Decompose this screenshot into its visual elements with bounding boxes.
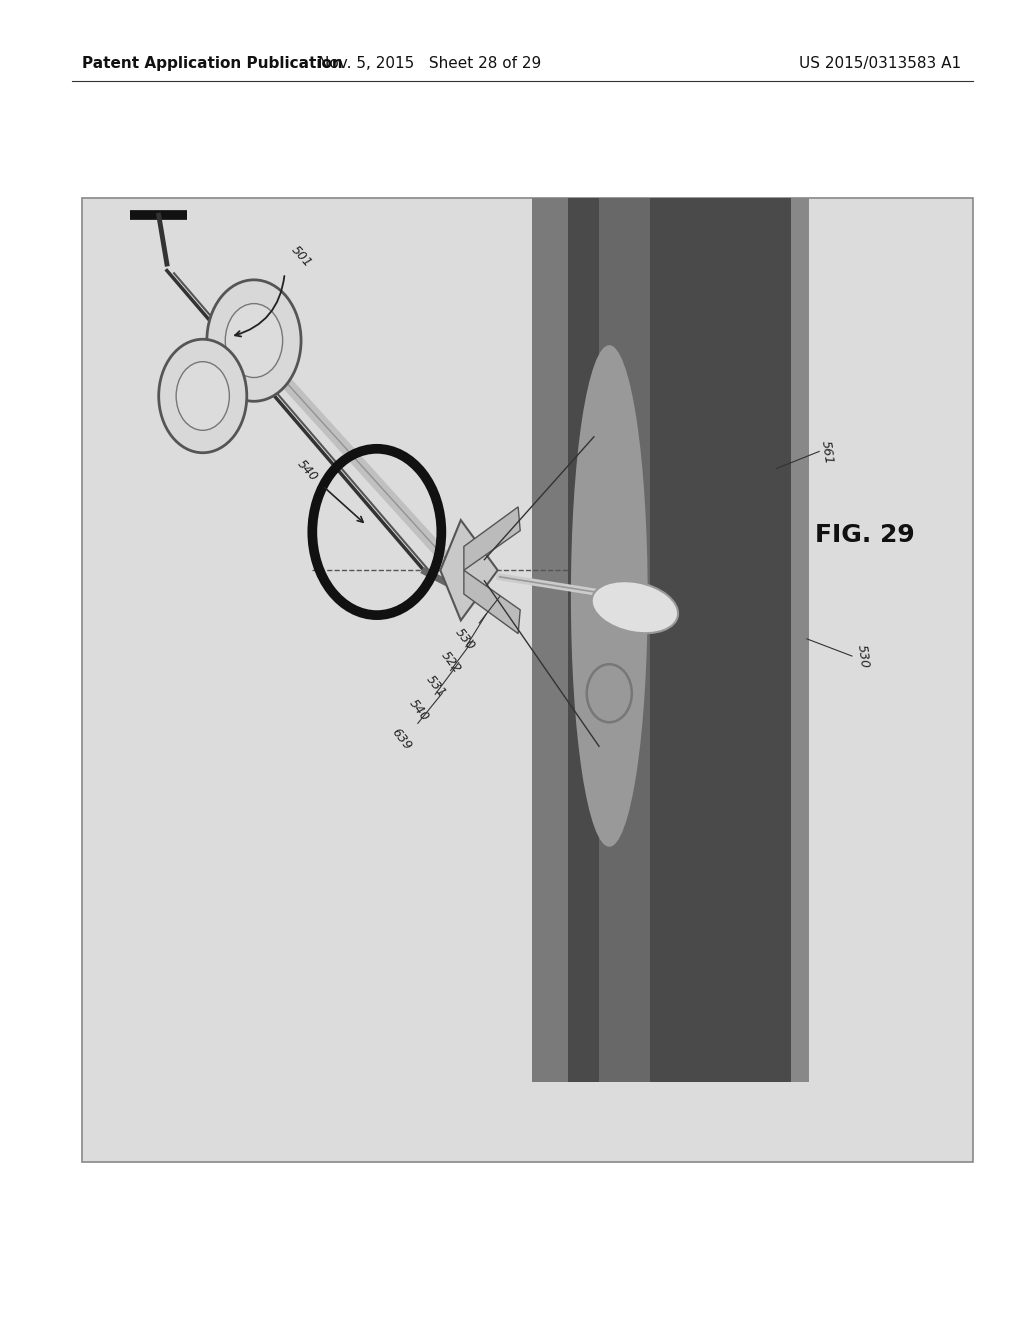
Circle shape (159, 339, 247, 453)
Text: 531: 531 (423, 673, 447, 700)
Text: 530: 530 (453, 626, 477, 652)
Text: 530: 530 (855, 644, 871, 669)
Ellipse shape (571, 346, 647, 847)
Text: 501: 501 (289, 243, 314, 269)
Circle shape (207, 280, 301, 401)
Ellipse shape (592, 581, 678, 634)
Bar (599, 198, 650, 1082)
Bar (532, 198, 568, 1082)
Circle shape (176, 362, 229, 430)
FancyBboxPatch shape (82, 198, 973, 1162)
Text: Nov. 5, 2015   Sheet 28 of 29: Nov. 5, 2015 Sheet 28 of 29 (318, 55, 542, 71)
Text: US 2015/0313583 A1: US 2015/0313583 A1 (799, 55, 961, 71)
Text: Patent Application Publication: Patent Application Publication (82, 55, 343, 71)
Bar (532, 198, 809, 1082)
Circle shape (225, 304, 283, 378)
Text: 522: 522 (438, 649, 463, 676)
Polygon shape (440, 520, 498, 620)
Bar (791, 198, 809, 1082)
Text: 561: 561 (819, 440, 836, 465)
Text: 540: 540 (295, 457, 321, 483)
Text: 639: 639 (389, 726, 414, 752)
Text: FIG. 29: FIG. 29 (815, 523, 915, 546)
Polygon shape (464, 570, 520, 634)
Text: 540: 540 (407, 697, 431, 723)
Polygon shape (464, 507, 520, 570)
